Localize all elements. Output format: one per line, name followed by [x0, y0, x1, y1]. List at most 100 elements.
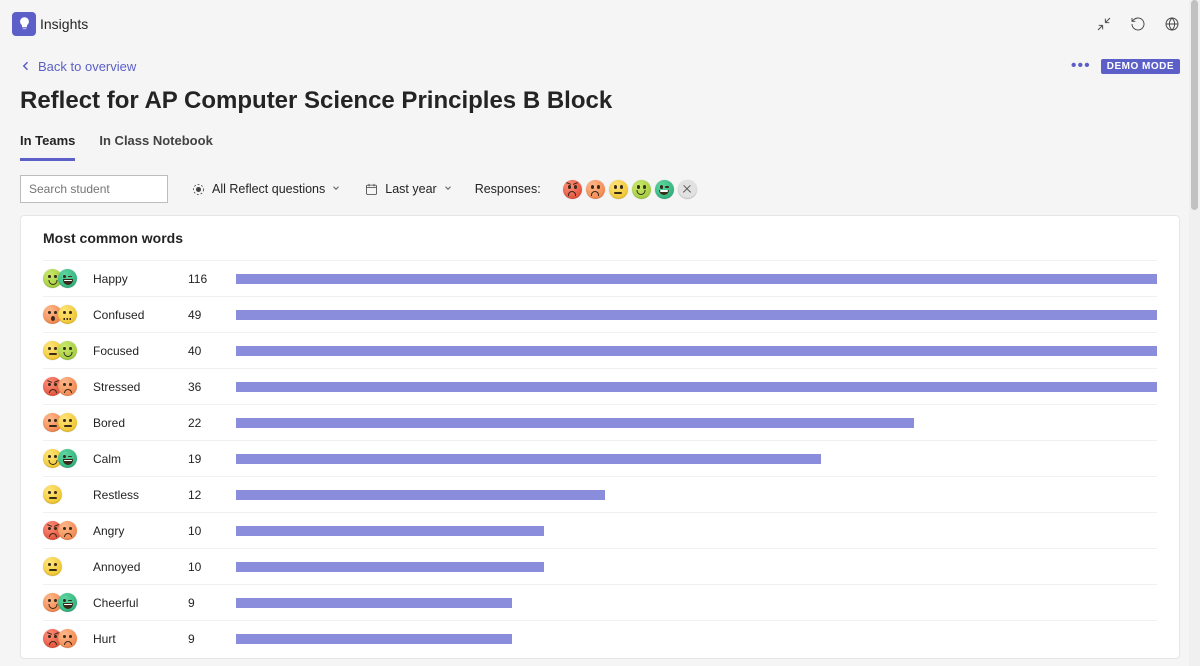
chevron-down-icon [331, 182, 341, 196]
row-bar-track [236, 634, 1157, 644]
app-title: Insights [40, 16, 88, 32]
emoji-face-teal [58, 449, 77, 468]
row-faces [43, 269, 93, 288]
emoji-face-orange [58, 377, 77, 396]
row-label: Cheerful [93, 596, 188, 610]
row-label: Calm [93, 452, 188, 466]
emoji-face-orange [58, 521, 77, 540]
row-bar-track [236, 310, 1157, 320]
page-header: Back to overview ••• DEMO MODE Reflect f… [0, 47, 1200, 161]
questions-dropdown[interactable]: All Reflect questions [190, 181, 341, 197]
row-bar-track [236, 274, 1157, 284]
clear-face-filter[interactable] [678, 180, 697, 199]
tab-in-teams[interactable]: In Teams [20, 133, 75, 161]
word-row[interactable]: Cheerful9 [43, 584, 1157, 620]
emoji-face-teal[interactable] [655, 180, 674, 199]
word-row[interactable]: Restless12 [43, 476, 1157, 512]
row-faces [43, 521, 93, 540]
row-count: 116 [188, 272, 236, 286]
row-count: 22 [188, 416, 236, 430]
refresh-icon[interactable] [1128, 14, 1148, 34]
row-label: Happy [93, 272, 188, 286]
word-row[interactable]: Angry10 [43, 512, 1157, 548]
word-row[interactable]: Focused40 [43, 332, 1157, 368]
emoji-face-yellow [58, 305, 77, 324]
more-options-icon[interactable]: ••• [1071, 57, 1091, 75]
emoji-face-orange[interactable] [586, 180, 605, 199]
row-count: 9 [188, 632, 236, 646]
row-label: Focused [93, 344, 188, 358]
search-student-input[interactable] [20, 175, 168, 203]
responses-label: Responses: [475, 182, 541, 196]
row-bar-track [236, 454, 1157, 464]
most-common-words-card: Most common words Happy116Confused49Focu… [20, 215, 1180, 659]
row-bar-track [236, 346, 1157, 356]
row-faces [43, 341, 93, 360]
row-bar [236, 274, 1157, 284]
emoji-face-teal [58, 269, 77, 288]
row-faces [43, 305, 93, 324]
row-count: 9 [188, 596, 236, 610]
row-count: 19 [188, 452, 236, 466]
row-faces [43, 629, 93, 648]
header-tabs: In Teams In Class Notebook [20, 133, 1180, 161]
word-row[interactable]: Annoyed10 [43, 548, 1157, 584]
row-label: Confused [93, 308, 188, 322]
row-faces [43, 377, 93, 396]
row-count: 12 [188, 488, 236, 502]
word-rows: Happy116Confused49Focused40Stressed36Bor… [43, 260, 1157, 656]
back-label: Back to overview [38, 59, 136, 74]
back-to-overview-link[interactable]: Back to overview [20, 59, 136, 74]
word-row[interactable]: Bored22 [43, 404, 1157, 440]
emoji-face-orange [58, 629, 77, 648]
tab-in-class-notebook[interactable]: In Class Notebook [99, 133, 212, 161]
emoji-face-red[interactable] [563, 180, 582, 199]
row-count: 10 [188, 524, 236, 538]
word-row[interactable]: Stressed36 [43, 368, 1157, 404]
emoji-face-yellow[interactable] [609, 180, 628, 199]
filter-bar: All Reflect questions Last year Response… [0, 161, 1200, 213]
row-bar-track [236, 490, 1157, 500]
row-count: 36 [188, 380, 236, 394]
word-row[interactable]: Confused49 [43, 296, 1157, 332]
emoji-face-yellow [58, 413, 77, 432]
emoji-face-yellow [43, 557, 62, 576]
insights-app-icon [12, 12, 36, 36]
row-label: Bored [93, 416, 188, 430]
row-bar-track [236, 562, 1157, 572]
row-count: 40 [188, 344, 236, 358]
row-label: Restless [93, 488, 188, 502]
globe-icon[interactable] [1162, 14, 1182, 34]
page-title: Reflect for AP Computer Science Principl… [20, 85, 1180, 115]
row-bar [236, 526, 544, 536]
row-faces [43, 485, 93, 504]
questions-label: All Reflect questions [212, 182, 325, 196]
calendar-icon [363, 181, 379, 197]
response-face-filters [563, 180, 697, 199]
row-faces [43, 593, 93, 612]
row-count: 49 [188, 308, 236, 322]
vertical-scrollbar[interactable] [1189, 0, 1200, 666]
collapse-icon[interactable] [1094, 14, 1114, 34]
word-row[interactable]: Hurt9 [43, 620, 1157, 656]
row-bar-track [236, 526, 1157, 536]
word-row[interactable]: Happy116 [43, 260, 1157, 296]
demo-mode-badge: DEMO MODE [1101, 59, 1180, 74]
row-bar [236, 382, 1157, 392]
timerange-label: Last year [385, 182, 436, 196]
card-title: Most common words [43, 230, 1157, 246]
row-label: Annoyed [93, 560, 188, 574]
row-label: Angry [93, 524, 188, 538]
emoji-face-yellow [43, 485, 62, 504]
emoji-face-lime[interactable] [632, 180, 651, 199]
row-bar-track [236, 418, 1157, 428]
emoji-face-lime [58, 341, 77, 360]
word-row[interactable]: Calm19 [43, 440, 1157, 476]
row-label: Hurt [93, 632, 188, 646]
row-bar [236, 310, 1157, 320]
row-faces [43, 449, 93, 468]
row-bar [236, 346, 1157, 356]
row-bar-track [236, 598, 1157, 608]
timerange-dropdown[interactable]: Last year [363, 181, 452, 197]
row-bar [236, 562, 544, 572]
